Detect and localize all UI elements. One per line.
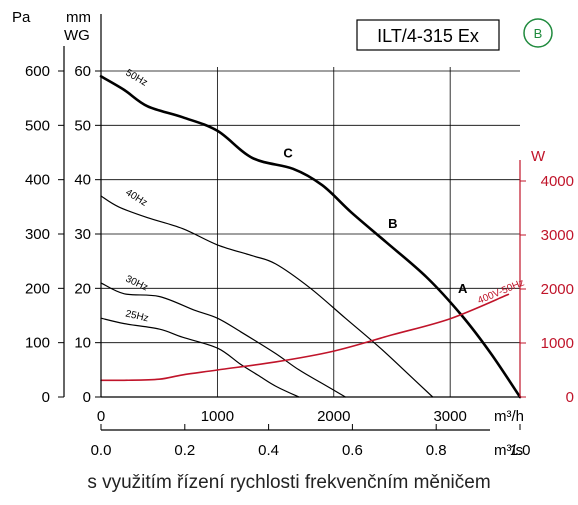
axes-layer: 0100200300400500600010203040506001000200… bbox=[25, 14, 574, 459]
chart-title-box: ILT/4-315 Ex bbox=[356, 19, 500, 51]
grid-lines bbox=[101, 67, 520, 397]
y-tick-label-w: 0 bbox=[566, 389, 574, 406]
x-tick-label-flow-s: 0.8 bbox=[426, 442, 447, 459]
chart-title: ILT/4-315 Ex bbox=[377, 26, 479, 46]
x-tick-label-flow-h: 0 bbox=[97, 408, 105, 425]
y-tick-label-mmwg: 20 bbox=[74, 280, 91, 297]
y-tick-label-mmwg: 30 bbox=[74, 226, 91, 243]
x-tick-label-flow-s: 0.6 bbox=[342, 442, 363, 459]
operating-point-c: C bbox=[283, 145, 293, 160]
y-tick-label-w: 1000 bbox=[541, 335, 574, 352]
series-label-25hz: 25Hz bbox=[124, 308, 149, 324]
x-tick-label-flow-h: 3000 bbox=[433, 408, 466, 425]
y-tick-label-pa: 600 bbox=[25, 63, 50, 80]
series-label-400v-50hz: 400V-50Hz bbox=[476, 277, 526, 306]
y-axis-mmwg-unit-line1: mm bbox=[66, 9, 91, 26]
badge-label: B bbox=[534, 26, 543, 41]
y-axis-mmwg-unit-line2: WG bbox=[64, 27, 90, 44]
y-tick-label-mmwg: 40 bbox=[74, 172, 91, 189]
y-tick-label-pa: 300 bbox=[25, 226, 50, 243]
x-tick-label-flow-h: 1000 bbox=[201, 408, 234, 425]
y-tick-label-w: 2000 bbox=[541, 281, 574, 298]
operating-point-b: B bbox=[388, 216, 397, 231]
y-axis-pa-unit: Pa bbox=[12, 9, 31, 26]
series-line-30hz bbox=[100, 282, 346, 398]
y-tick-label-mmwg: 0 bbox=[83, 389, 91, 406]
caption: s využitím řízení rychlosti frekvenčním … bbox=[87, 472, 491, 493]
y-tick-label-pa: 400 bbox=[25, 172, 50, 189]
x-axis-flow-h-unit: m³/h bbox=[494, 408, 524, 425]
y-tick-label-pa: 0 bbox=[42, 389, 50, 406]
series-line-25hz bbox=[100, 317, 300, 398]
operating-point-a: A bbox=[458, 281, 468, 296]
x-tick-label-flow-s: 0.0 bbox=[91, 442, 112, 459]
y-axis-w-unit: W bbox=[531, 148, 546, 165]
y-tick-label-pa: 200 bbox=[25, 280, 50, 297]
series-line-50hz bbox=[99, 75, 522, 399]
y-tick-label-w: 4000 bbox=[541, 173, 574, 190]
series-label-40hz: 40Hz bbox=[123, 187, 149, 209]
badge: B bbox=[523, 18, 553, 48]
y-tick-label-mmwg: 10 bbox=[74, 335, 91, 352]
y-tick-label-mmwg: 50 bbox=[74, 117, 91, 134]
y-tick-label-mmwg: 60 bbox=[74, 63, 91, 80]
series-line-40hz bbox=[100, 195, 434, 398]
y-tick-label-pa: 100 bbox=[25, 335, 50, 352]
series-label-30hz: 30Hz bbox=[124, 274, 150, 294]
x-tick-label-flow-s: 1.0 bbox=[510, 442, 531, 459]
x-tick-label-flow-s: 0.2 bbox=[174, 442, 195, 459]
x-tick-label-flow-h: 2000 bbox=[317, 408, 350, 425]
y-tick-label-w: 3000 bbox=[541, 227, 574, 244]
x-axis-flow-s-unit: m³/s bbox=[494, 442, 523, 459]
x-tick-label-flow-s: 0.4 bbox=[258, 442, 279, 459]
series-line-400v-50hz bbox=[100, 293, 510, 382]
y-tick-label-pa: 500 bbox=[25, 117, 50, 134]
